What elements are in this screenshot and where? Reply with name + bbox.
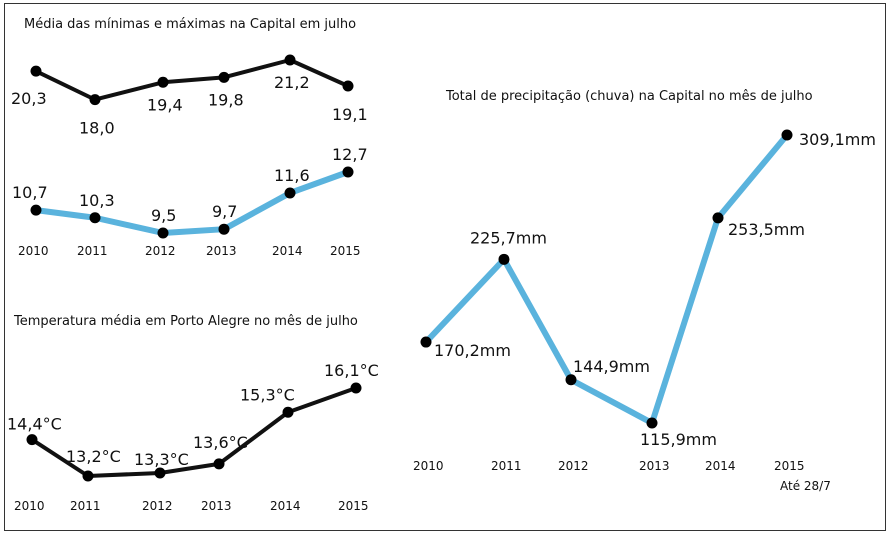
chart2-x-tick-label: 2015 <box>338 499 369 513</box>
chart2-series1-point <box>82 470 94 482</box>
chart1-data-label: 20,3 <box>11 89 47 108</box>
chart2-series1-point <box>154 467 166 479</box>
chart3-x-tick-label: 2011 <box>491 459 522 473</box>
chart3-title: Total de precipitação (chuva) na Capital… <box>445 89 813 104</box>
chart1-series1-point <box>30 65 42 77</box>
chart1-data-label: 11,6 <box>274 166 310 185</box>
chart1-x-tick-label: 2011 <box>77 244 108 258</box>
chart2-title: Temperatura média em Porto Alegre no mês… <box>13 314 358 329</box>
chart1-data-label: 12,7 <box>332 145 368 164</box>
chart2-x-tick-label: 2012 <box>142 499 173 513</box>
chart2-x-tick-label: 2011 <box>70 499 101 513</box>
chart2-data-label: 13,6°C <box>193 433 248 452</box>
chart3-series1-point <box>565 374 577 386</box>
chart2-data-label: 14,4°C <box>7 415 62 434</box>
chart1-series2-point <box>30 204 42 216</box>
chart3-series1-point <box>646 417 658 429</box>
chart1-data-label: 18,0 <box>79 119 115 138</box>
chart2-series1-point <box>350 382 362 394</box>
chart3-data-label: 115,9mm <box>640 430 717 449</box>
chart3-note: Até 28/7 <box>780 479 831 493</box>
chart2-data-label: 13,2°C <box>66 447 121 466</box>
chart1-x-tick-label: 2013 <box>206 244 237 258</box>
chart1-data-label: 10,3 <box>79 191 115 210</box>
chart1-x-tick-label: 2015 <box>330 244 361 258</box>
chart3-data-label: 170,2mm <box>434 341 511 360</box>
chart1-series1-point <box>342 80 354 92</box>
chart1-series2-point <box>284 187 296 199</box>
chart1-data-label: 19,8 <box>208 90 244 109</box>
chart3-series1-line <box>423 132 790 426</box>
chart1-x-tick-label: 2010 <box>18 244 49 258</box>
chart1-x-tick-label: 2012 <box>145 244 176 258</box>
chart1-title: Média das mínimas e máximas na Capital e… <box>24 17 356 32</box>
chart3-data-label: 144,9mm <box>573 357 650 376</box>
chart3-data-label: 225,7mm <box>470 228 547 247</box>
chart1-data-label: 19,1 <box>332 105 368 124</box>
chart3-series1-point <box>498 253 510 265</box>
chart1-series1-point <box>157 76 169 88</box>
chart1-series1-point <box>218 71 230 83</box>
chart1-data-label: 9,7 <box>212 202 237 221</box>
chart1-series1-point <box>89 94 101 106</box>
chart3-x-tick-label: 2010 <box>413 459 444 473</box>
chart1-x-tick-label: 2014 <box>272 244 303 258</box>
chart2-series1-line <box>30 386 358 478</box>
chart1-series2-point <box>157 227 169 239</box>
chart3-data-label: 253,5mm <box>728 220 805 239</box>
chart2-data-label: 16,1°C <box>324 361 379 380</box>
chart3-x-tick-label: 2015 <box>774 459 805 473</box>
chart1-data-label: 21,2 <box>274 73 310 92</box>
chart1-series1-point <box>284 54 296 66</box>
chart2-series1-point <box>213 458 225 470</box>
chart1-data-label: 10,7 <box>12 183 48 202</box>
chart2-data-label: 13,3°C <box>134 450 189 469</box>
chart1-data-label: 19,4 <box>147 95 183 114</box>
chart3-data-label: 309,1mm <box>799 130 876 149</box>
chart1-series2-line <box>33 169 351 236</box>
chart3-x-tick-label: 2013 <box>639 459 670 473</box>
chart2-series1-point <box>26 434 38 446</box>
chart3-series1-point <box>712 212 724 224</box>
chart3-series1-point <box>781 129 793 141</box>
chart2-x-tick-label: 2014 <box>270 499 301 513</box>
chart2-data-label: 15,3°C <box>240 385 295 404</box>
chart3-series1-point <box>420 336 432 348</box>
chart1-data-label: 9,5 <box>151 206 176 225</box>
chart2-x-tick-label: 2013 <box>201 499 232 513</box>
chart1-series2-point <box>342 166 354 178</box>
chart3-x-tick-label: 2014 <box>705 459 736 473</box>
chart-frame <box>4 3 886 531</box>
chart1-series1-line <box>34 58 350 102</box>
chart3-x-tick-label: 2012 <box>558 459 589 473</box>
chart1-series2-point <box>89 212 101 224</box>
chart2-x-tick-label: 2010 <box>14 499 45 513</box>
chart1-series2-point <box>218 223 230 235</box>
chart2-series1-point <box>282 406 294 418</box>
